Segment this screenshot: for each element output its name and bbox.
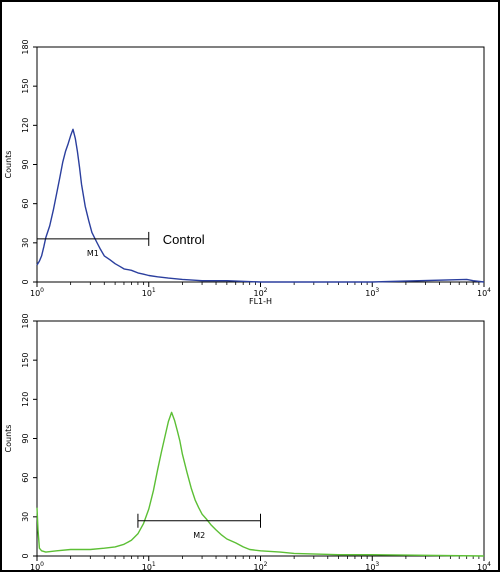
x-tick-label: 101	[142, 561, 156, 572]
x-tick-label: 101	[142, 287, 156, 298]
y-tick-label: 180	[21, 39, 30, 54]
y-tick-label: 30	[21, 238, 30, 248]
gate-marker-label: M2	[193, 531, 205, 540]
y-tick-label: 90	[21, 433, 30, 443]
y-tick-label: 90	[21, 159, 30, 169]
x-tick-label: 104	[477, 287, 491, 298]
y-tick-label: 60	[21, 199, 30, 209]
y-axis-label: Counts	[4, 151, 13, 179]
annotation-label: Control	[163, 232, 205, 247]
y-tick-label: 30	[21, 512, 30, 522]
y-tick-label: 150	[21, 79, 30, 94]
x-axis-label: FL1-H	[249, 297, 272, 306]
x-tick-label: 104	[477, 561, 491, 572]
y-tick-label: 60	[21, 473, 30, 483]
y-tick-label: 0	[21, 553, 30, 558]
x-tick-label: 102	[253, 561, 267, 572]
x-tick-label: 100	[30, 561, 44, 572]
y-tick-label: 120	[21, 392, 30, 407]
y-tick-label: 0	[21, 279, 30, 284]
gate-marker-label: M1	[87, 249, 99, 258]
x-tick-label: 102	[253, 287, 267, 298]
chart-panel-bottom: 0 30 60 90 120 150 180 Counts 100 101 102 103 104 M2	[4, 313, 491, 572]
histogram-series-1	[36, 128, 485, 283]
y-tick-label: 150	[21, 353, 30, 368]
x-tick-label: 100	[30, 287, 44, 298]
plot-area	[36, 46, 485, 283]
y-axis-label: Counts	[4, 425, 13, 453]
chart-panel-top: 0 30 60 90 120 150 180 Counts 100 101 102 103 104 FL1…	[4, 39, 491, 306]
x-tick-label: 103	[365, 287, 379, 298]
y-tick-label: 180	[21, 313, 30, 328]
histogram-series-1	[36, 411, 485, 557]
y-tick-label: 120	[21, 118, 30, 133]
x-tick-label: 103	[365, 561, 379, 572]
